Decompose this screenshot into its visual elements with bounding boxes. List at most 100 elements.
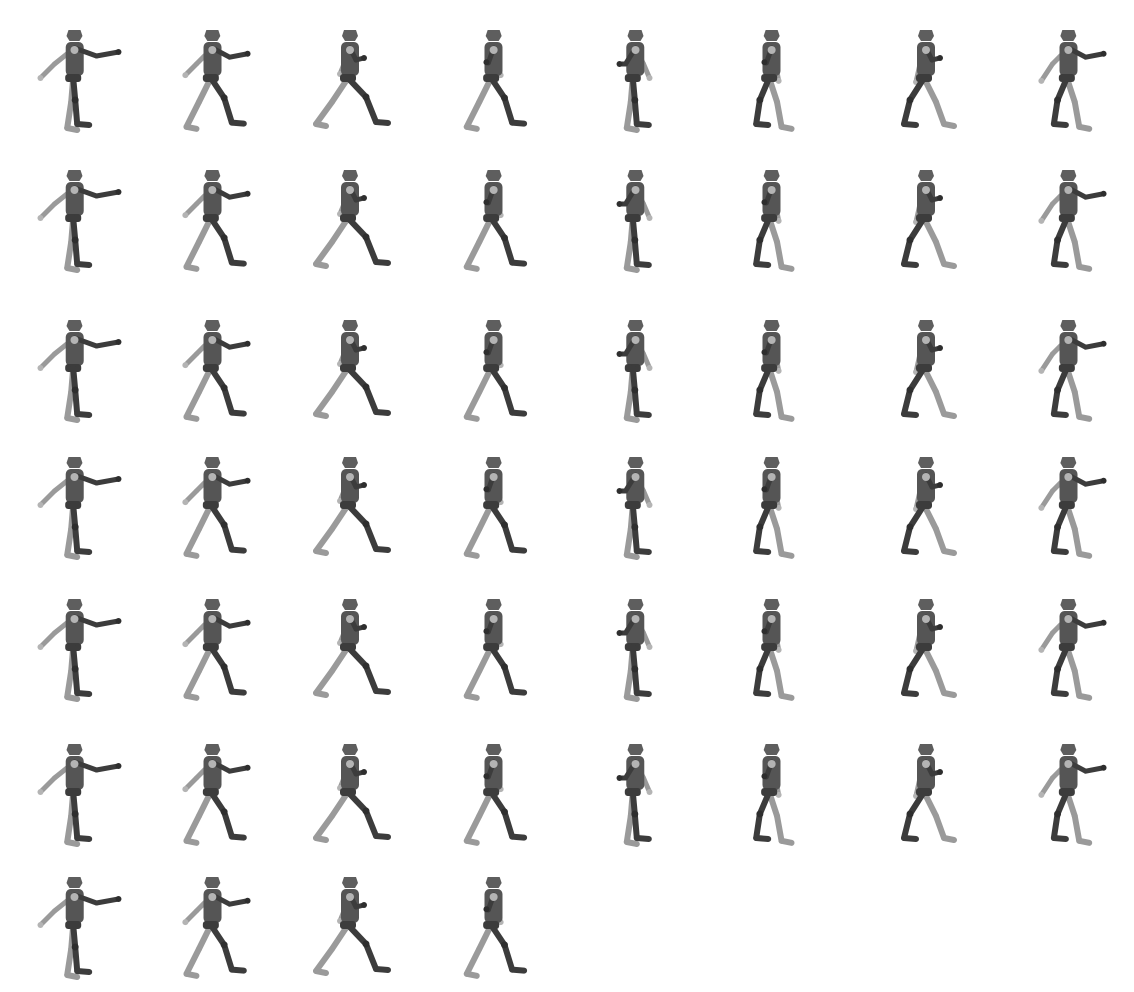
front-knee	[1054, 665, 1062, 673]
front-foot	[373, 546, 391, 553]
front-hand	[1100, 764, 1107, 771]
front-knee	[362, 520, 370, 528]
front-forearm	[227, 620, 251, 629]
back-foot	[778, 263, 795, 272]
front-thigh	[756, 644, 773, 672]
head	[66, 744, 83, 755]
front-shin	[901, 97, 913, 127]
front-knee	[756, 523, 764, 531]
front-shin	[1050, 524, 1061, 554]
front-shin	[753, 97, 763, 127]
walk-frame	[37, 457, 122, 560]
head	[627, 457, 644, 468]
front-thigh	[345, 75, 369, 100]
front-thigh	[207, 502, 228, 528]
front-hand	[761, 59, 768, 66]
front-shin	[72, 387, 81, 417]
head	[342, 877, 358, 888]
back-foot	[183, 837, 200, 846]
front-foot	[74, 121, 93, 128]
front-foot	[1050, 548, 1069, 555]
front-shin	[72, 237, 81, 267]
front-hand	[361, 345, 367, 351]
back-foot	[64, 972, 81, 980]
front-foot	[373, 119, 391, 126]
walk-frame	[182, 320, 251, 422]
front-knee	[362, 383, 370, 391]
back-hand	[646, 644, 653, 650]
back-foot	[64, 265, 81, 273]
front-foot	[228, 688, 247, 696]
back-shin	[64, 668, 75, 700]
back-hand	[182, 919, 189, 926]
front-hand	[115, 618, 122, 624]
front-knee	[500, 663, 508, 671]
front-shin	[221, 384, 235, 416]
head	[627, 30, 644, 41]
back-foot	[941, 261, 957, 269]
head	[66, 877, 83, 888]
front-forearm	[227, 898, 251, 907]
back-hand	[1038, 791, 1045, 798]
front-knee	[362, 807, 370, 815]
torso	[341, 611, 359, 645]
back-foot	[778, 413, 795, 422]
shoulder-joint	[346, 336, 354, 344]
front-forearm	[1083, 51, 1107, 60]
walk-frame	[901, 599, 957, 698]
shoulder-joint	[631, 186, 640, 194]
head	[204, 877, 221, 888]
front-shin	[901, 666, 913, 696]
front-thigh	[207, 365, 228, 391]
front-forearm	[1083, 765, 1107, 774]
front-shin	[363, 808, 379, 839]
front-shin	[631, 387, 640, 417]
back-hand	[37, 365, 44, 371]
front-shin	[501, 521, 516, 553]
back-shin	[463, 668, 483, 699]
front-hand	[115, 49, 122, 55]
shoulder-joint	[631, 615, 640, 623]
head	[763, 457, 780, 468]
front-hand	[361, 55, 367, 61]
shoulder-joint	[1064, 615, 1073, 623]
front-shin	[72, 97, 81, 127]
front-thigh	[629, 502, 638, 530]
front-forearm	[93, 618, 121, 628]
torso	[484, 889, 503, 923]
walk-frame	[182, 744, 251, 846]
shoulder-joint	[767, 336, 776, 344]
back-foot	[183, 692, 200, 701]
shoulder-joint	[489, 615, 498, 623]
walk-frame	[313, 457, 391, 556]
back-shin	[1071, 813, 1083, 844]
front-shin	[501, 941, 516, 973]
torso	[917, 42, 935, 76]
head	[763, 599, 780, 610]
back-shin	[64, 946, 75, 978]
walk-frame	[313, 30, 391, 129]
back-foot	[463, 692, 480, 701]
back-foot	[183, 123, 200, 132]
head	[66, 170, 83, 181]
front-thigh	[1054, 75, 1070, 103]
back-forearm	[37, 351, 57, 371]
front-knee	[906, 386, 914, 394]
torso	[762, 42, 781, 76]
front-shin	[901, 524, 913, 554]
head	[918, 599, 934, 610]
front-shin	[1050, 666, 1061, 696]
shoulder-joint	[208, 46, 217, 54]
front-shin	[363, 384, 379, 415]
front-knee	[756, 96, 764, 104]
front-hand	[115, 339, 122, 345]
front-knee	[500, 234, 508, 242]
front-foot	[633, 690, 652, 697]
torso	[917, 611, 935, 645]
shoulder-joint	[208, 336, 217, 344]
walk-frame	[463, 320, 528, 422]
front-forearm	[227, 51, 251, 60]
back-foot	[183, 413, 200, 422]
torso	[484, 611, 503, 645]
back-hand	[182, 786, 189, 793]
